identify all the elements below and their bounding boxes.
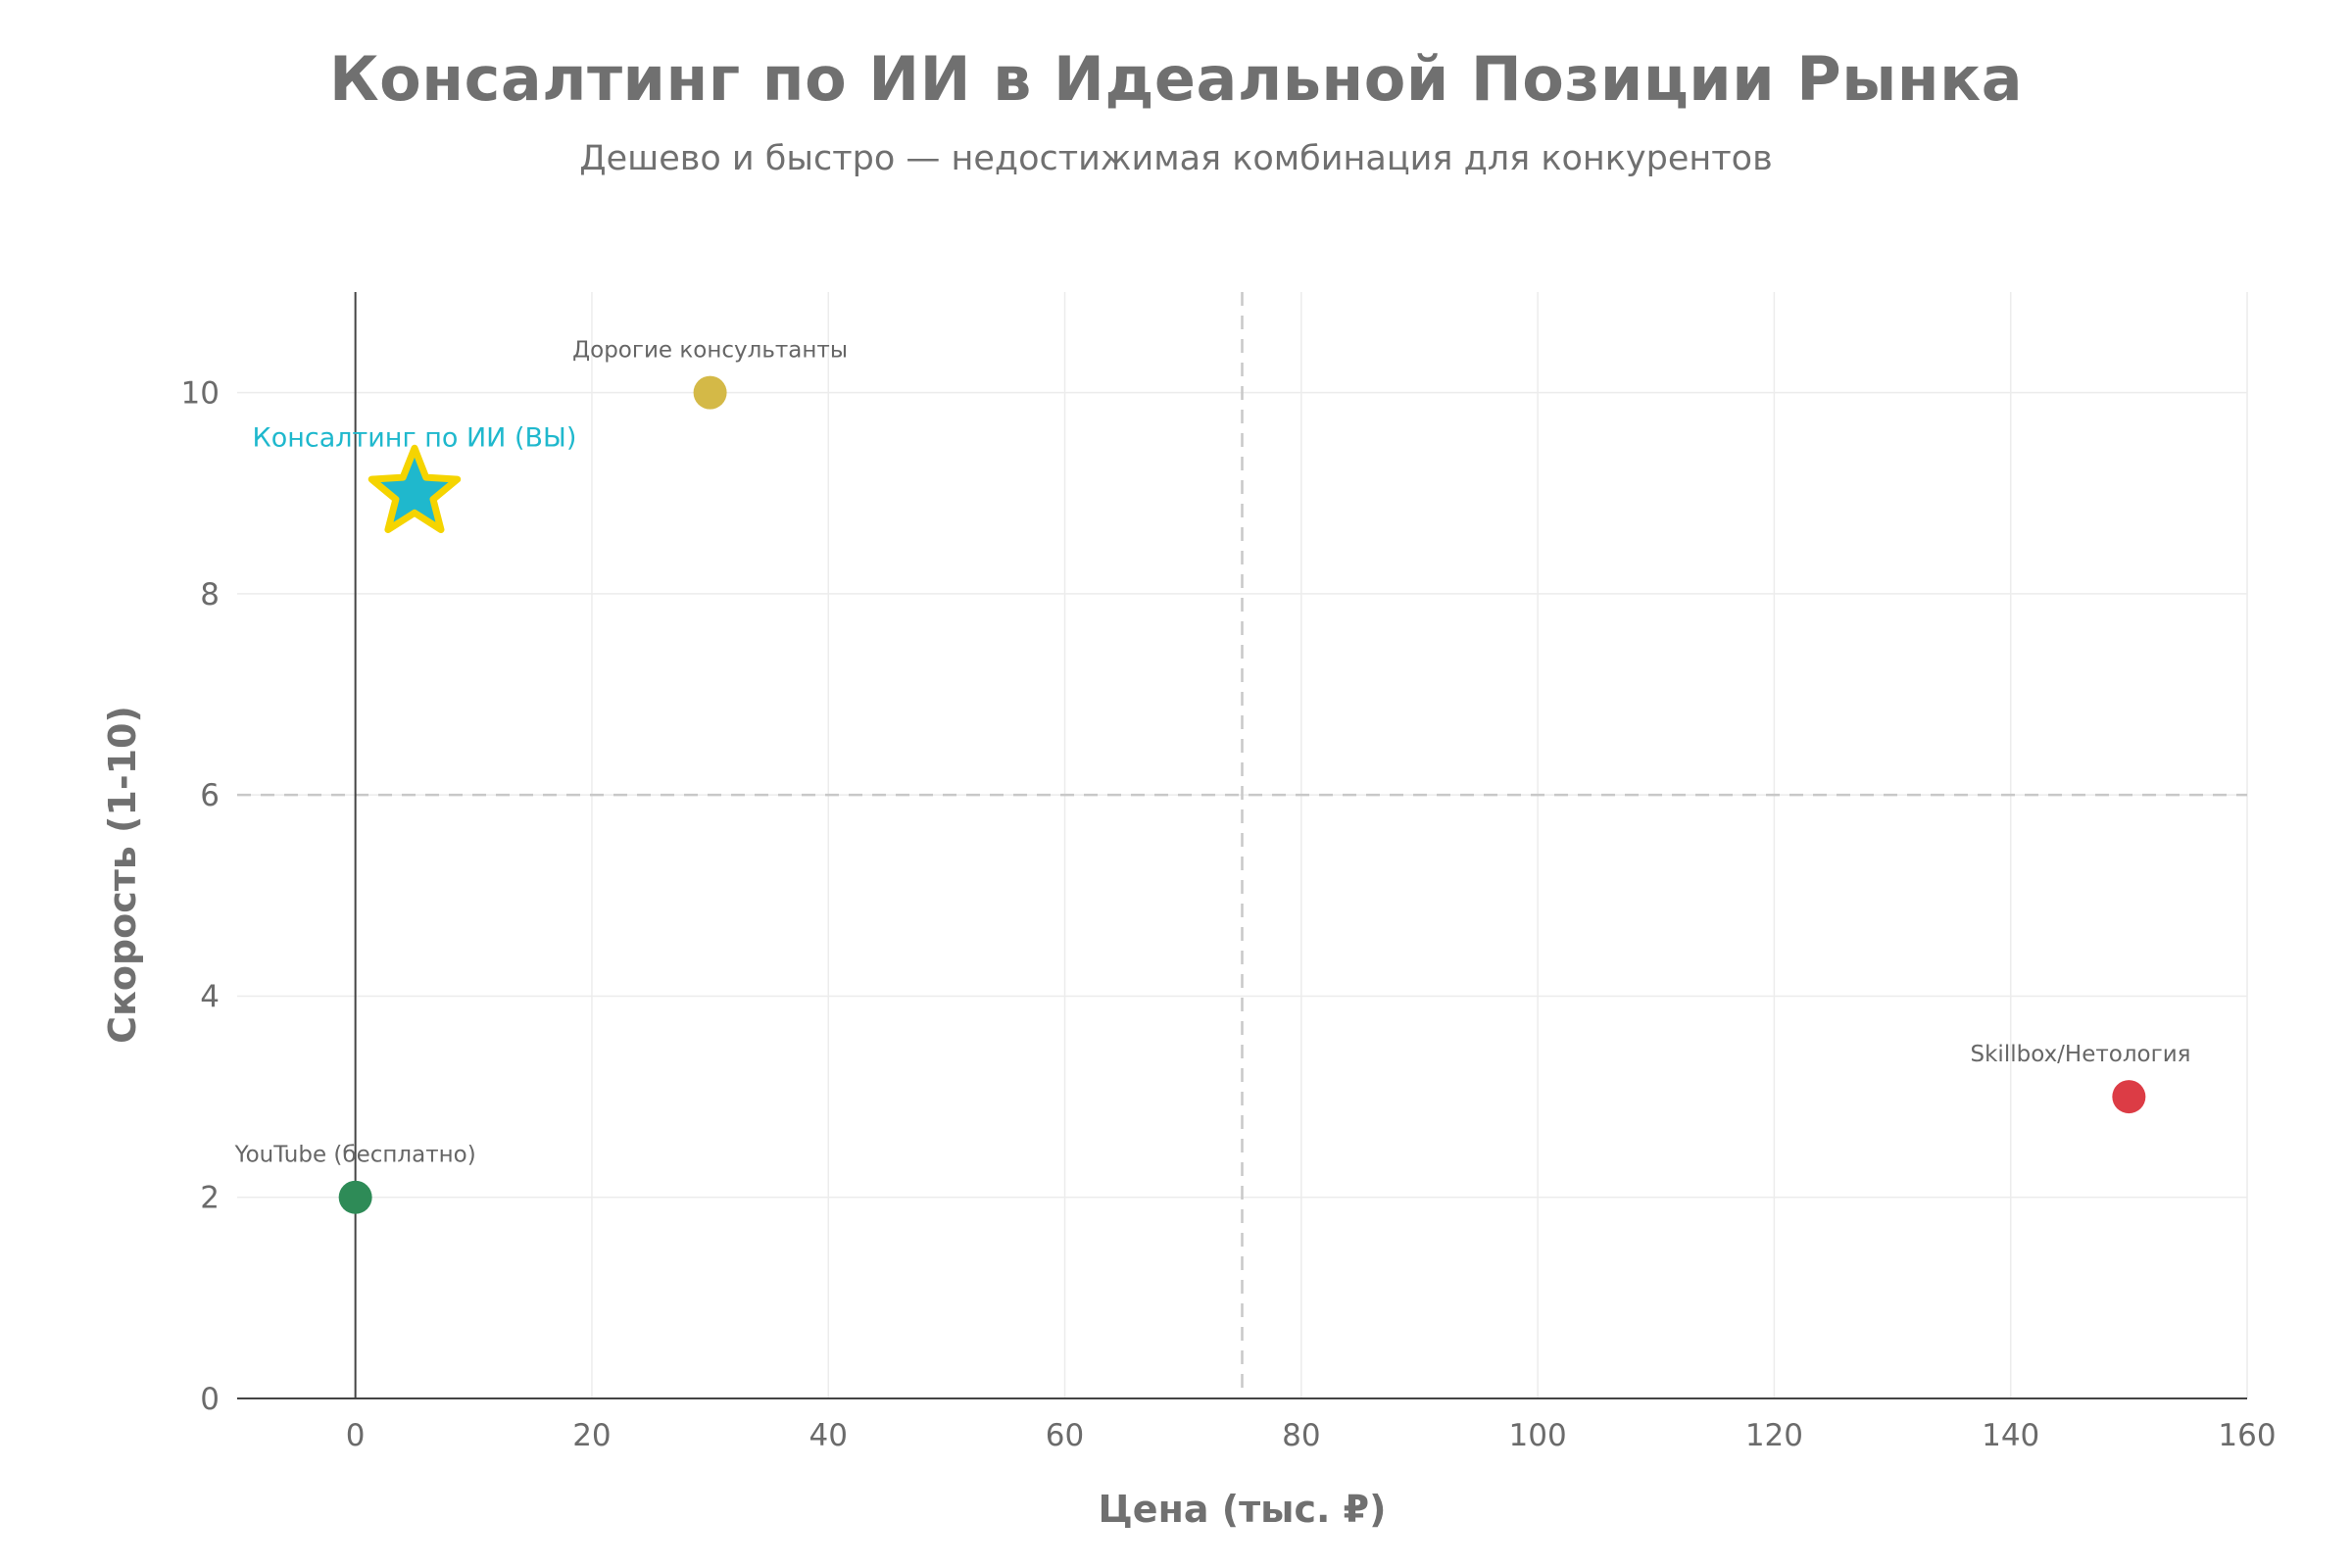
- data-points: YouTube (бесплатно) Дорогие консультанты S…: [234, 338, 2191, 1214]
- data-point-label: YouTube (бесплатно): [234, 1143, 476, 1168]
- data-point-label: Консалтинг по ИИ (ВЫ): [253, 422, 577, 453]
- x-tick-label: 60: [1046, 1418, 1084, 1453]
- y-tick-label: 10: [181, 376, 220, 412]
- y-tick-label: 6: [200, 778, 220, 813]
- data-point-star: [368, 444, 462, 533]
- x-tick-label: 20: [572, 1418, 611, 1453]
- y-axis-title: Скорость (1-10): [101, 706, 144, 1044]
- x-tick-label: 160: [2218, 1418, 2276, 1453]
- data-point: [693, 375, 727, 410]
- x-tick-label: 140: [1982, 1418, 2039, 1453]
- x-tick-label: 100: [1509, 1418, 1567, 1453]
- chart-title: Консалтинг по ИИ в Идеальной Позиции Рын…: [328, 43, 2024, 115]
- y-tick-label: 2: [200, 1181, 220, 1216]
- data-point: [2112, 1080, 2146, 1114]
- data-point-label: Skillbox/Нетология: [1971, 1042, 2191, 1067]
- x-axis-title: Цена (тыс. ₽): [1099, 1488, 1387, 1531]
- x-tick-label: 0: [346, 1418, 366, 1453]
- x-tick-label: 80: [1282, 1418, 1320, 1453]
- y-tick-label: 8: [200, 577, 220, 612]
- axes: [237, 292, 2247, 1399]
- data-point: [338, 1180, 372, 1214]
- reference-lines: [237, 292, 2247, 1398]
- x-tick-label: 40: [809, 1418, 848, 1453]
- x-tick-label: 120: [1745, 1418, 1803, 1453]
- y-tick-label: 4: [200, 979, 220, 1014]
- y-tick-label: 0: [200, 1382, 220, 1417]
- chart-subtitle: Дешево и быстро — недостижимая комбинаци…: [579, 139, 1773, 178]
- tick-labels: 0 20 40 60 80 100 120 140 160 0 2 4 6 8 10: [181, 376, 2277, 1453]
- data-point-label: Дорогие консультанты: [572, 338, 848, 364]
